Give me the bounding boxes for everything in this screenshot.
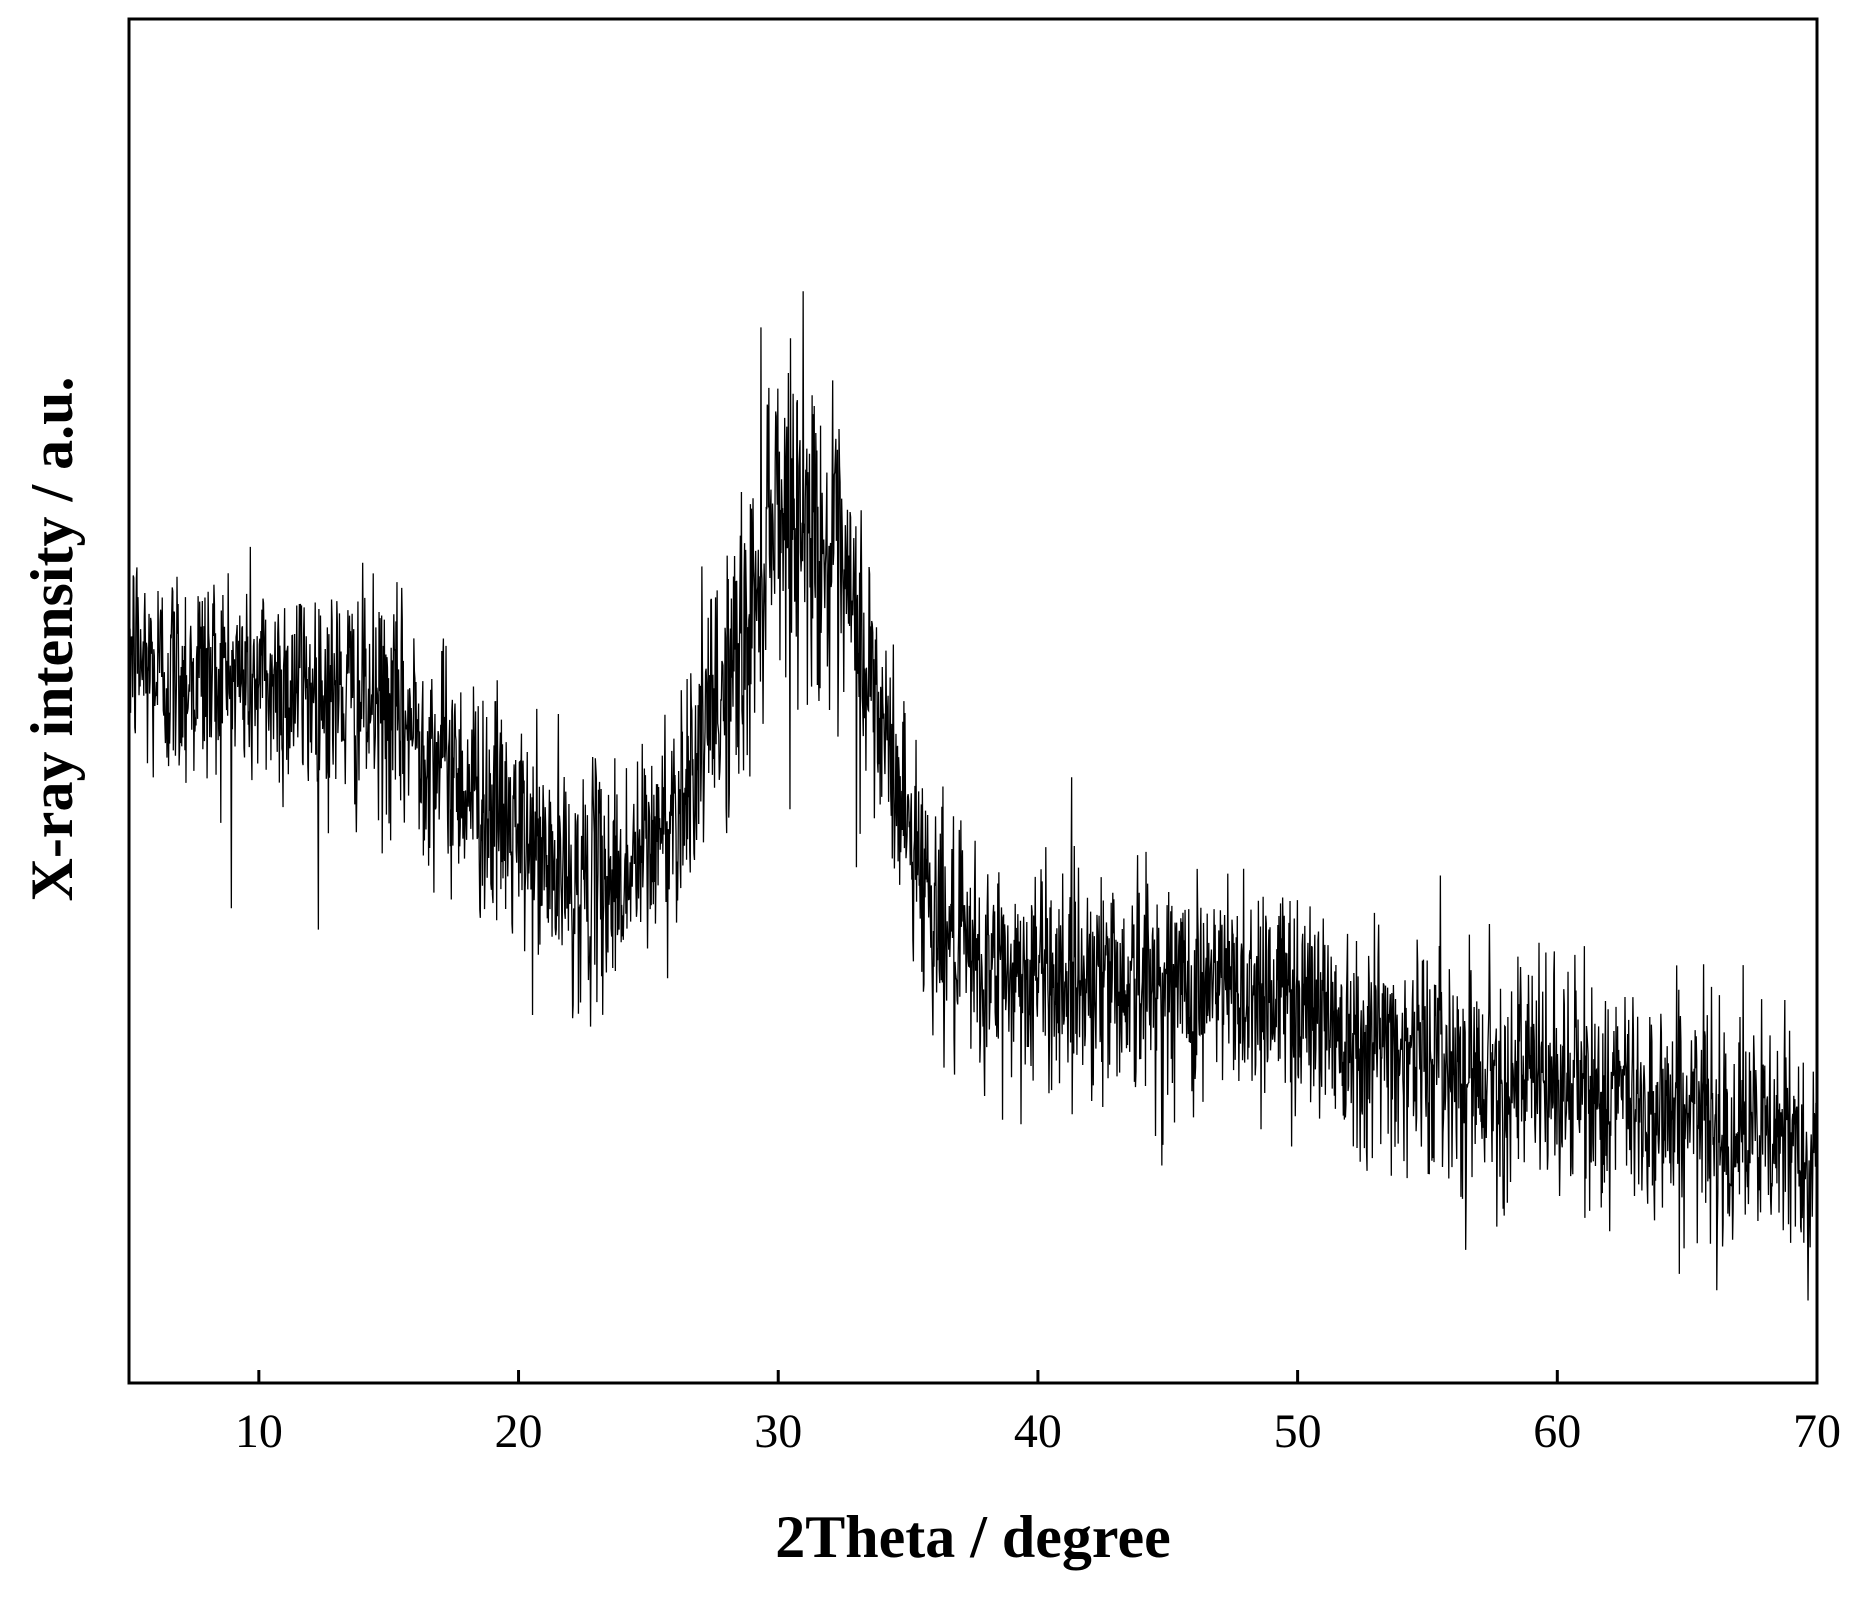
x-tick-label: 70: [1793, 1405, 1841, 1458]
plot-frame: [127, 17, 1819, 1385]
xrd-pattern-line: [128, 291, 1818, 1301]
y-axis-title: X-ray intensity / a.u.: [19, 377, 85, 902]
x-tick-label: 50: [1274, 1405, 1322, 1458]
x-axis-ticks: 10 20 30 40 50 60 70: [235, 1370, 1841, 1458]
x-axis-title: 2Theta / degree: [775, 1504, 1170, 1570]
x-tick-label: 40: [1014, 1405, 1062, 1458]
x-tick-label: 60: [1533, 1405, 1581, 1458]
x-tick-label: 10: [235, 1405, 283, 1458]
x-tick-label: 20: [495, 1405, 543, 1458]
x-tick-label: 30: [754, 1405, 802, 1458]
plot-area: [128, 291, 1818, 1301]
